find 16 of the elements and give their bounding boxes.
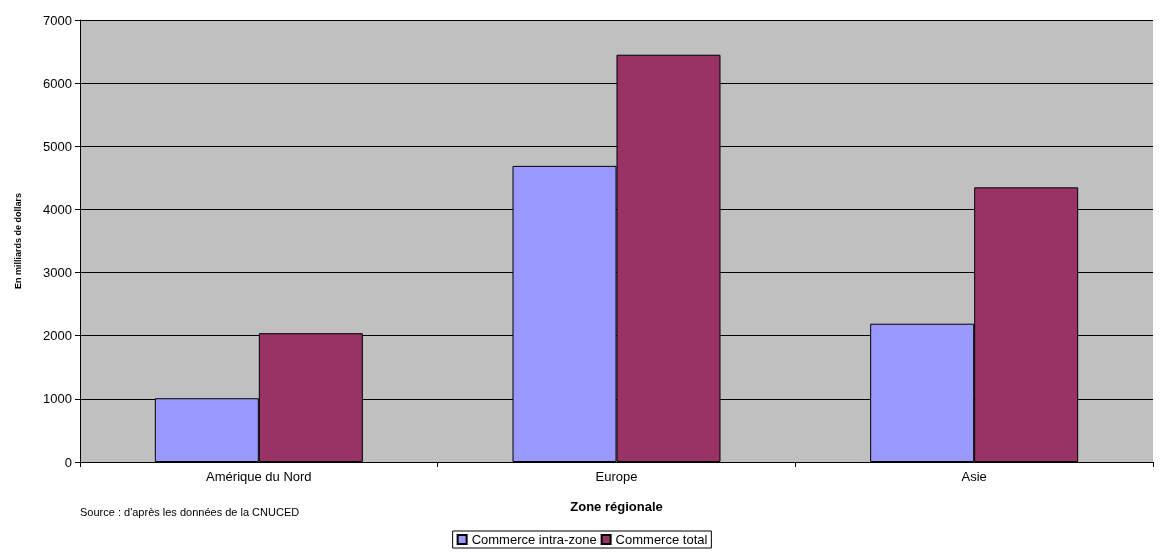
- y-tick-label: 4000: [43, 201, 72, 217]
- source-note: Source : d'après les données de la CNUCED: [80, 505, 300, 518]
- legend-label: Commerce intra-zone: [471, 532, 597, 547]
- x-tick-label: Europe: [595, 469, 638, 484]
- x-axis-title: Zone régionale: [570, 499, 663, 514]
- y-tick-label: 3000: [43, 265, 72, 281]
- y-axis-title: En milliards de dollars: [12, 192, 23, 290]
- y-tick-label: 2000: [43, 328, 72, 344]
- x-tick-label: Asie: [961, 469, 987, 484]
- y-tick-label: 6000: [43, 75, 72, 91]
- y-tick-label: 0: [64, 454, 72, 470]
- y-tick-label: 1000: [43, 391, 72, 407]
- y-tick-label: 5000: [43, 138, 72, 154]
- x-tick-label: Amérique du Nord: [206, 469, 312, 484]
- y-tick-label: 7000: [43, 12, 72, 28]
- legend-label: Commerce total: [615, 532, 708, 547]
